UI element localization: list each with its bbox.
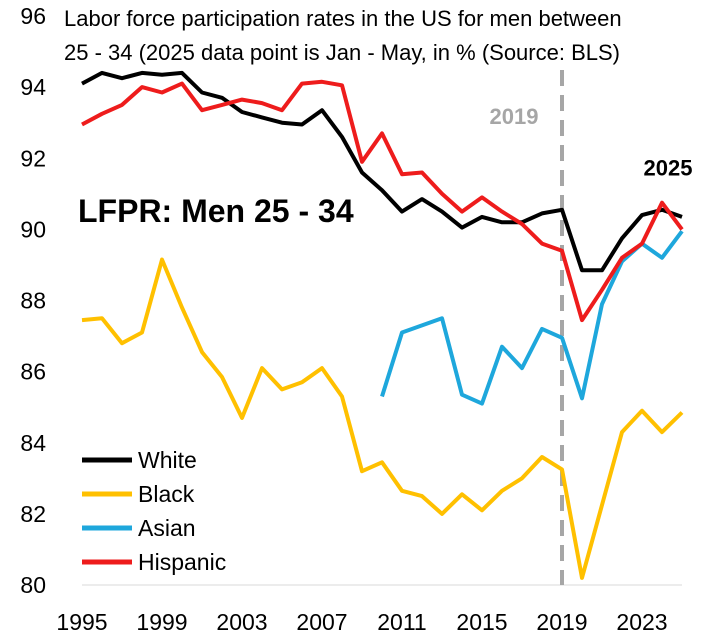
legend-label-black: Black bbox=[138, 481, 195, 507]
title-line-2: 25 - 34 (2025 data point is Jan - May, i… bbox=[64, 40, 620, 65]
reference-line-label: 2019 bbox=[490, 104, 539, 129]
x-axis-tick-labels: 1995 1999 2003 2007 2011 2015 2019 2023 bbox=[56, 609, 667, 635]
y-tick-label: 86 bbox=[20, 359, 46, 385]
x-tick-label: 2003 bbox=[216, 609, 267, 635]
legend-label-hispanic: Hispanic bbox=[138, 549, 226, 575]
legend-label-asian: Asian bbox=[138, 515, 196, 541]
y-tick-label: 94 bbox=[20, 74, 46, 100]
y-tick-label: 84 bbox=[20, 430, 46, 456]
x-tick-label: 2023 bbox=[616, 609, 667, 635]
series-line-black bbox=[81, 257, 684, 580]
chart-inner-label: LFPR: Men 25 - 34 bbox=[78, 193, 354, 229]
series-line-asian bbox=[380, 229, 684, 406]
x-tick-label: 1999 bbox=[136, 609, 187, 635]
y-tick-label: 96 bbox=[20, 3, 46, 29]
legend-label-white: White bbox=[138, 447, 197, 473]
y-tick-label: 80 bbox=[20, 572, 46, 598]
x-tick-label: 2011 bbox=[377, 609, 426, 635]
latest-year-label: 2025 bbox=[644, 156, 693, 181]
x-tick-label: 2015 bbox=[456, 609, 507, 635]
x-tick-label: 2007 bbox=[296, 609, 347, 635]
y-tick-label: 88 bbox=[20, 288, 46, 314]
chart-title: Labor force participation rates in the U… bbox=[64, 6, 622, 65]
series-line-hispanic bbox=[81, 79, 684, 323]
y-tick-label: 90 bbox=[20, 216, 46, 242]
series-line-white bbox=[81, 70, 683, 273]
x-tick-label: 2019 bbox=[536, 609, 587, 635]
title-line-1: Labor force participation rates in the U… bbox=[64, 6, 622, 31]
y-tick-label: 92 bbox=[20, 145, 46, 171]
y-axis-tick-labels: 80 82 84 86 88 90 92 94 96 bbox=[20, 3, 46, 598]
x-tick-label: 1995 bbox=[56, 609, 107, 635]
series-lines bbox=[81, 70, 684, 580]
legend: White Black Asian Hispanic bbox=[82, 447, 226, 575]
y-tick-label: 82 bbox=[20, 501, 46, 527]
